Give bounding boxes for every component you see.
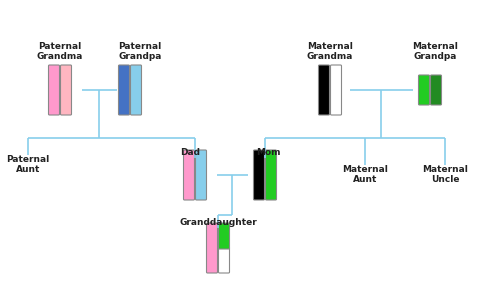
FancyBboxPatch shape [48,65,60,115]
Text: Maternal
Uncle: Maternal Uncle [422,165,468,184]
FancyBboxPatch shape [218,223,230,249]
Text: Dad: Dad [180,148,200,157]
Text: Mom: Mom [256,148,280,157]
Text: Paternal
Aunt: Paternal Aunt [6,155,50,175]
FancyBboxPatch shape [206,223,218,273]
Text: Maternal
Aunt: Maternal Aunt [342,165,388,184]
FancyBboxPatch shape [318,65,330,115]
Text: Paternal
Grandpa: Paternal Grandpa [118,42,162,61]
FancyBboxPatch shape [130,65,141,115]
Text: Maternal
Grandpa: Maternal Grandpa [412,42,458,61]
FancyBboxPatch shape [184,150,194,200]
FancyBboxPatch shape [430,75,442,105]
FancyBboxPatch shape [118,65,130,115]
Text: Maternal
Grandma: Maternal Grandma [307,42,353,61]
Text: Paternal
Grandma: Paternal Grandma [37,42,83,61]
FancyBboxPatch shape [266,150,276,200]
FancyBboxPatch shape [254,150,264,200]
FancyBboxPatch shape [330,65,342,115]
FancyBboxPatch shape [218,247,230,273]
Text: Granddaughter: Granddaughter [179,218,257,227]
FancyBboxPatch shape [196,150,206,200]
FancyBboxPatch shape [60,65,72,115]
FancyBboxPatch shape [418,75,430,105]
